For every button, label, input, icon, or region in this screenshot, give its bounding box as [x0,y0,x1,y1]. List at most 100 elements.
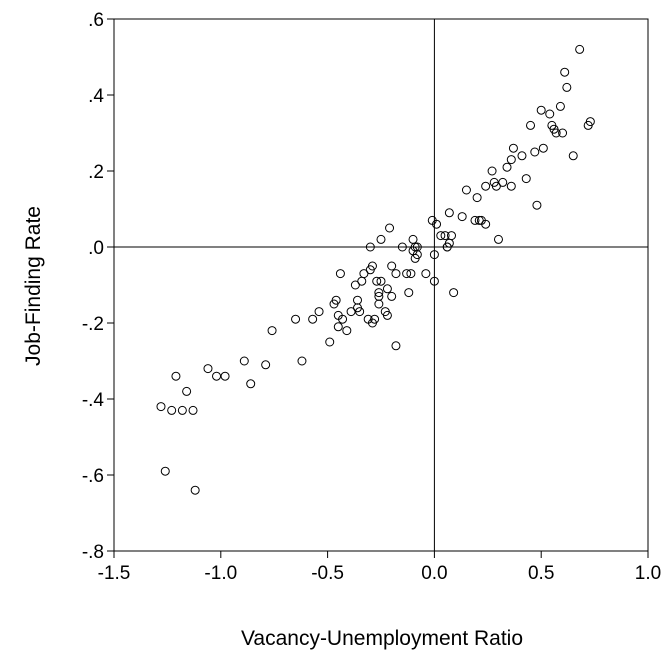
y-tick-label: -.6 [82,466,104,487]
data-point [160,466,170,476]
data-point [370,314,380,324]
data-point [487,166,497,176]
data-point [387,261,397,271]
x-tick-label: -1.0 [204,563,237,584]
data-point [203,364,213,374]
data-point [325,337,335,347]
y-tick-label: .4 [88,86,104,107]
data-point [481,181,491,191]
data-point [342,326,352,336]
data-point [382,284,392,294]
data-point [402,269,412,279]
x-tick-label: -1.5 [98,563,131,584]
data-point [436,231,446,241]
x-tick-label: 0.0 [421,563,447,584]
data-point [308,314,318,324]
data-point [585,117,595,127]
data-point [493,234,503,244]
data-point [367,261,377,271]
y-tick-label: -.2 [82,314,104,335]
data-point [188,405,198,415]
data-point [506,155,516,165]
data-point [412,242,422,252]
data-point [190,485,200,495]
y-tick-label: -.4 [82,390,105,411]
data-point [532,200,542,210]
plot-frame [113,18,649,552]
data-point [508,143,518,153]
data-point [365,242,375,252]
data-point [457,212,467,222]
data-point [555,101,565,111]
data-point [421,269,431,279]
x-tick-label: -0.5 [311,563,344,584]
data-point [374,288,384,298]
data-point [526,120,536,130]
data-point [333,322,343,332]
data-point [391,269,401,279]
data-point [536,105,546,115]
data-point [261,360,271,370]
data-point [177,405,187,415]
data-point [506,181,516,191]
data-point [355,307,365,317]
data-point [397,242,407,252]
data-point [338,314,348,324]
data-point [220,371,230,381]
y-tick-label: .6 [88,10,104,31]
data-point [406,269,416,279]
data-point [267,326,277,336]
data-point [429,276,439,286]
data-point [297,356,307,366]
x-tick-label: 1.0 [635,563,661,584]
data-point [481,219,491,229]
data-point [530,147,540,157]
data-point [246,379,256,389]
data-point [558,128,568,138]
data-point [562,82,572,92]
data-point [545,109,555,119]
x-tick-label: 0.5 [528,563,554,584]
data-point [444,208,454,218]
y-axis-title: Job-Finding Rate [22,206,45,366]
y-tick-label: .0 [88,238,104,259]
data-point [498,177,508,187]
data-point [446,231,456,241]
data-point [376,234,386,244]
data-point [382,310,392,320]
data-point [167,405,177,415]
data-point [404,288,414,298]
data-point [461,185,471,195]
data-point [449,288,459,298]
data-point [575,44,585,54]
data-point [517,151,527,161]
data-point [387,291,397,301]
data-point [432,219,442,229]
data-point [440,231,450,241]
data-point [335,269,345,279]
data-point [182,386,192,396]
data-point [429,250,439,260]
data-point [314,307,324,317]
data-point [385,223,395,233]
data-point [502,162,512,172]
y-tick-label: -.8 [82,542,104,563]
data-point [212,371,222,381]
data-point [560,67,570,77]
x-axis-title: Vacancy-Unemployment Ratio [241,627,523,650]
data-point [156,402,166,412]
data-point [374,299,384,309]
data-point [376,276,386,286]
data-point [353,295,363,305]
data-point [372,276,382,286]
data-point [470,215,480,225]
data-point [171,371,181,381]
data-point [521,174,531,184]
data-point [331,295,341,305]
data-point [472,193,482,203]
y-tick-label: .2 [88,162,104,183]
data-point [568,151,578,161]
